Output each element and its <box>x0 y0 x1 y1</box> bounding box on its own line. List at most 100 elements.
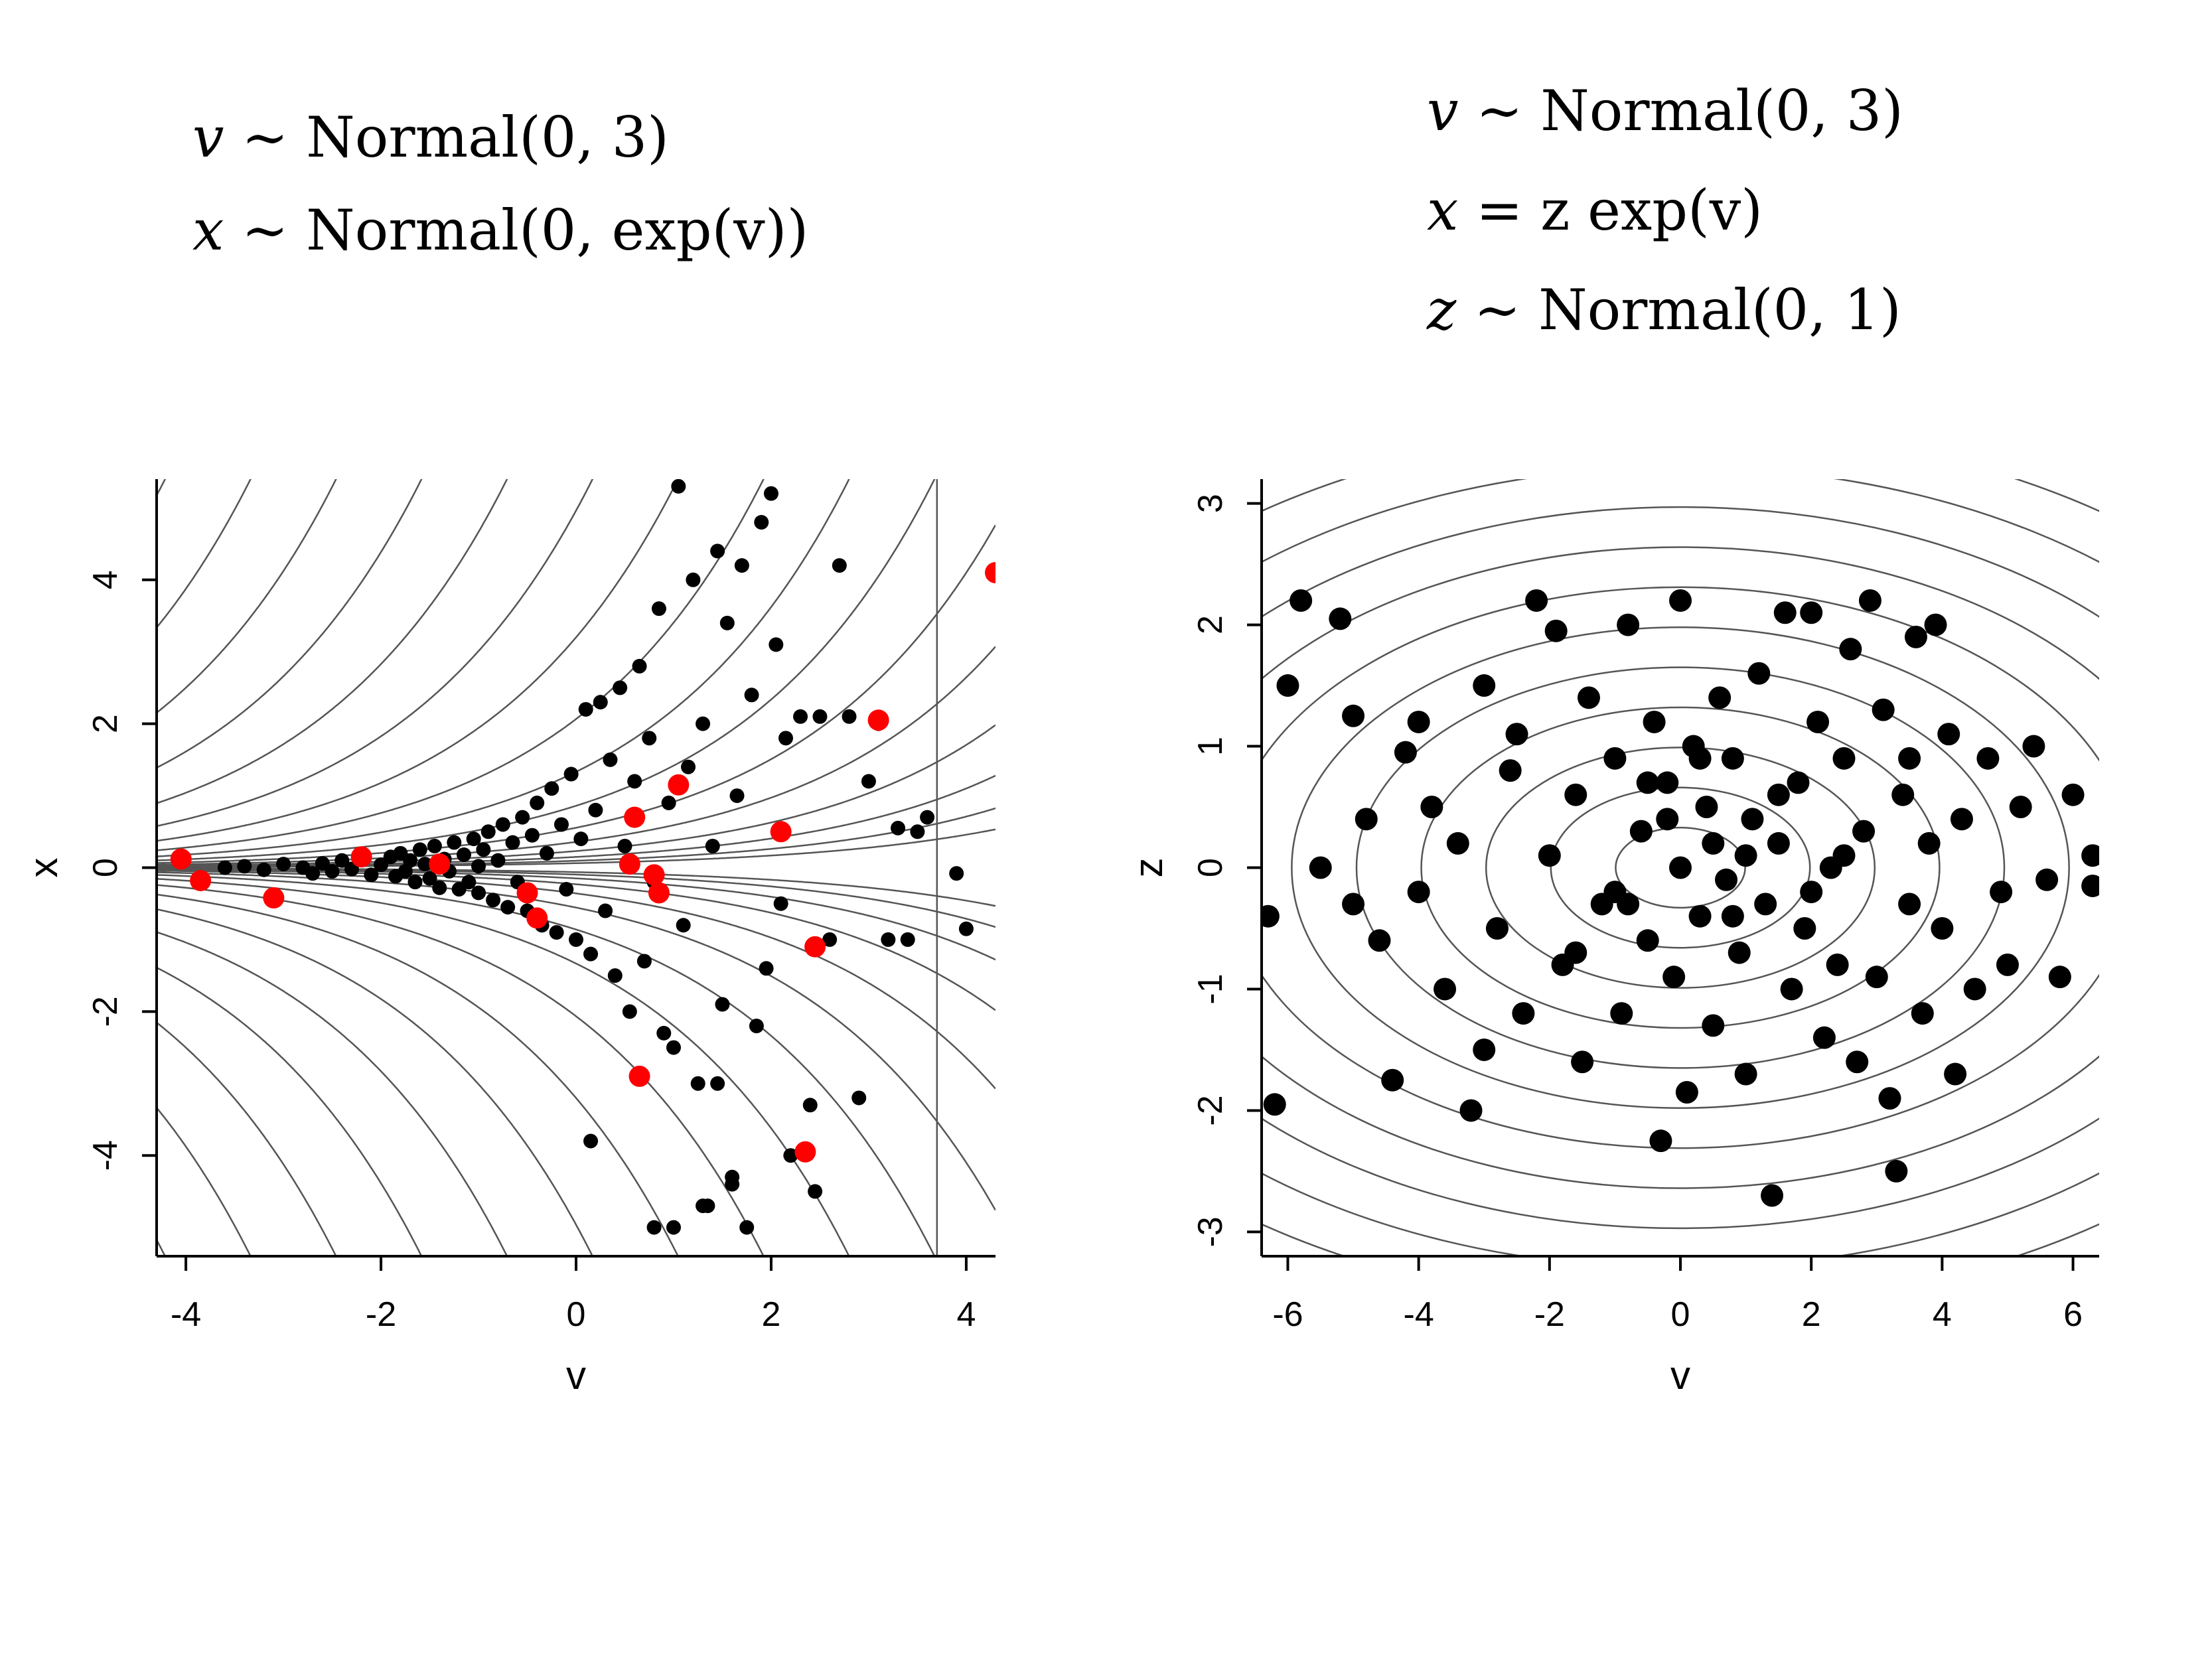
formula-relation: ∼ <box>1473 277 1521 342</box>
formula-relation: ∼ <box>1476 78 1523 143</box>
x-tick-label: -6 <box>1272 1295 1303 1334</box>
data-point <box>476 842 491 857</box>
formula-rhs: Normal(0, 3) <box>306 105 669 170</box>
data-point <box>1898 893 1921 916</box>
data-point <box>549 925 564 940</box>
data-point <box>1721 747 1744 770</box>
formula-var: x <box>192 198 224 263</box>
data-point <box>1342 893 1365 916</box>
data-point <box>627 774 642 789</box>
data-point <box>1662 966 1686 989</box>
contour-line <box>157 524 995 864</box>
data-point <box>578 701 593 717</box>
data-point <box>1937 723 1960 746</box>
formula-var: z <box>1427 277 1457 342</box>
data-point <box>276 857 291 872</box>
data-point <box>559 882 574 897</box>
data-point <box>1669 856 1692 879</box>
data-point <box>1800 881 1823 904</box>
contour-line <box>157 479 167 496</box>
y-tick-label: 0 <box>1191 858 1230 877</box>
contour-line <box>157 869 995 1090</box>
divergent-point <box>429 853 451 875</box>
contour-line <box>157 884 765 1256</box>
y-tick-label: 4 <box>86 570 125 589</box>
data-point <box>710 1076 725 1091</box>
data-point <box>1931 916 1954 940</box>
data-point <box>1407 881 1430 904</box>
data-point <box>613 680 628 695</box>
data-point <box>646 1220 662 1235</box>
data-point <box>1473 674 1496 697</box>
data-point <box>1617 613 1640 636</box>
x-tick-label: -4 <box>1404 1295 1434 1334</box>
data-point <box>1754 893 1777 916</box>
data-point <box>1263 1093 1286 1116</box>
data-point <box>480 824 496 839</box>
data-point <box>1276 674 1299 697</box>
divergent-point <box>624 806 646 828</box>
x-tick-label: 0 <box>567 1295 586 1334</box>
y-tick-label: -4 <box>86 1140 125 1171</box>
data-point <box>1309 856 1332 879</box>
data-point <box>666 1040 681 1055</box>
data-point <box>432 880 447 895</box>
data-point <box>2035 868 2059 891</box>
data-point <box>237 859 252 874</box>
x-tick-label: -2 <box>366 1295 396 1334</box>
data-point <box>1656 808 1679 831</box>
x-tick-label: 4 <box>956 1295 976 1334</box>
data-point <box>334 853 350 868</box>
data-point <box>1917 831 1941 855</box>
data-point <box>1394 741 1417 764</box>
data-point <box>710 543 725 559</box>
divergent-point <box>668 774 690 796</box>
y-axis-label: x <box>21 858 66 878</box>
contour-lines <box>157 479 995 1256</box>
data-point <box>842 709 857 724</box>
contour-line <box>157 1239 167 1256</box>
contour-line <box>157 724 995 867</box>
data-point <box>1767 831 1790 855</box>
formula-relation: ∼ <box>242 105 289 170</box>
data-point <box>1649 1129 1672 1153</box>
formula-rhs: Normal(0, 1) <box>1538 277 1901 342</box>
data-point <box>593 695 608 710</box>
data-point <box>754 515 769 530</box>
divergent-point <box>648 882 670 904</box>
data-point <box>583 946 599 962</box>
formula-left-line-1: v ∼ Normal(0, 3) <box>192 109 669 165</box>
y-tick-label: 0 <box>86 858 125 877</box>
data-point <box>588 802 603 818</box>
data-point <box>364 867 379 883</box>
data-point <box>656 1025 672 1041</box>
x-tick-label: 4 <box>1933 1295 1952 1334</box>
data-point <box>1761 1184 1784 1207</box>
data-point <box>1499 759 1522 782</box>
formula-right-line-2: x = z exp(v) <box>1427 182 1763 238</box>
divergent-point <box>263 887 285 909</box>
x-tick-label: 6 <box>2063 1295 2083 1334</box>
data-point <box>749 1019 764 1034</box>
contour-line <box>157 479 508 804</box>
data-point <box>217 860 232 875</box>
formula-rhs: Normal(0, 3) <box>1540 78 1903 143</box>
contour-line <box>157 931 508 1256</box>
data-point <box>763 486 778 501</box>
contour-line <box>1485 747 1876 989</box>
formula-var: v <box>1427 78 1459 143</box>
formula-rhs: z exp(v) <box>1540 178 1763 243</box>
y-tick-label: 2 <box>86 714 125 733</box>
data-point <box>958 921 974 936</box>
data-point <box>773 896 788 911</box>
data-point <box>417 857 433 872</box>
x-axis-label: v <box>566 1353 586 1398</box>
data-point <box>1950 808 1973 831</box>
data-point <box>2009 796 2032 819</box>
data-point <box>686 572 701 587</box>
data-point <box>1342 704 1365 727</box>
divergent-point <box>628 1065 650 1087</box>
data-point <box>495 817 510 832</box>
contour-line <box>1550 786 1811 949</box>
